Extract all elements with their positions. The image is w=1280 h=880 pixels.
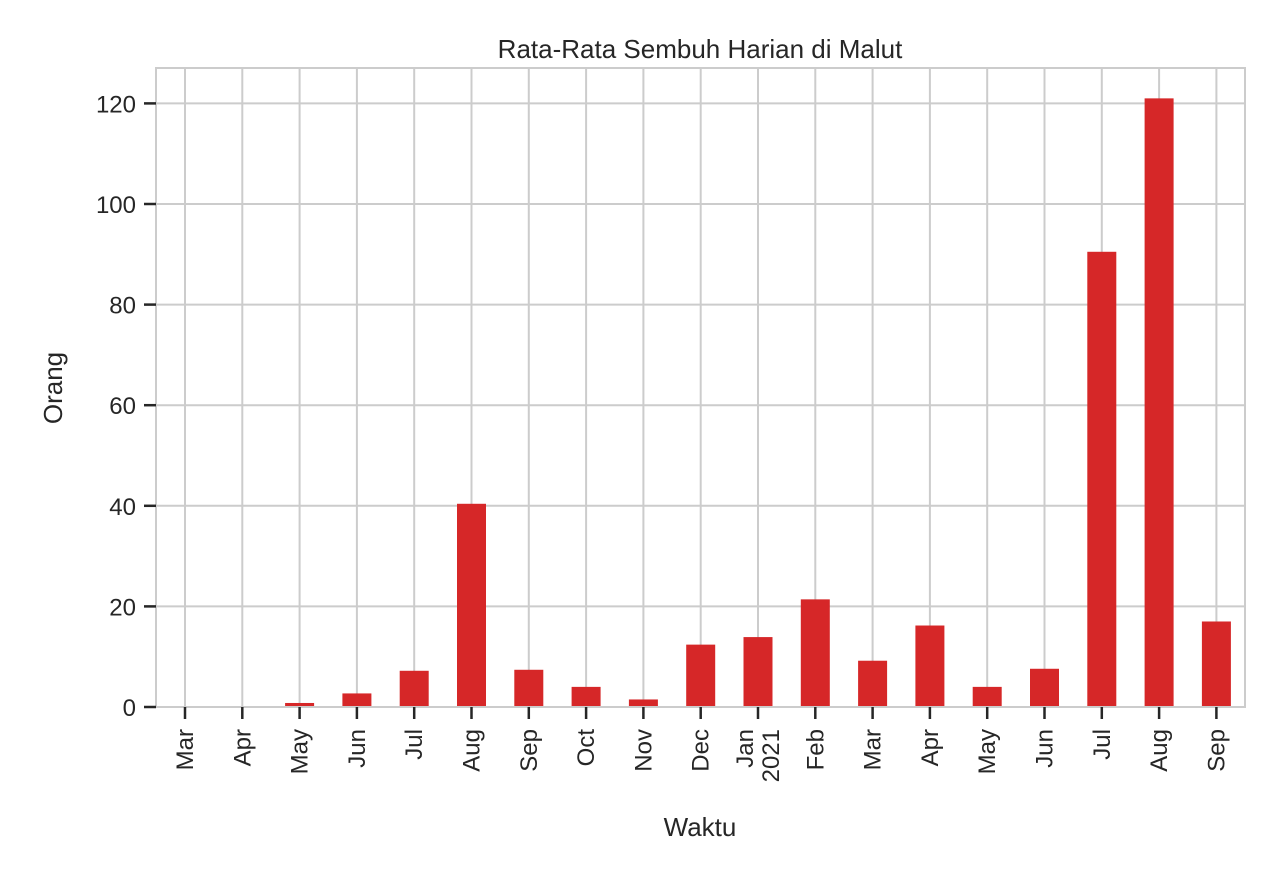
y-tick-label: 100: [96, 192, 136, 219]
x-axis-label: Waktu: [664, 812, 737, 842]
x-tick-label-line: Nov: [630, 729, 657, 772]
x-tick-label-line: Mar: [860, 729, 887, 770]
x-tick-label: Jan 2021: [732, 729, 785, 782]
bar: [285, 702, 315, 707]
x-tick-label-line: Apr: [917, 729, 944, 766]
bar: [1201, 621, 1231, 707]
x-tick-label-line: May: [974, 729, 1001, 774]
x-tick-label-line: Jul: [1089, 729, 1116, 760]
x-tick-label: Jun: [344, 729, 371, 768]
bar: [514, 669, 544, 707]
x-tick-label: Sep: [1203, 729, 1230, 772]
bar: [686, 644, 716, 707]
x-tick-label-line: Jul: [401, 729, 428, 760]
x-tick-label-line: Jun: [1032, 729, 1059, 768]
x-tick-label-line: May: [287, 729, 314, 774]
bars-layer: [285, 98, 1231, 708]
x-tick-label: Jul: [1089, 729, 1116, 760]
x-tick-label: Aug: [459, 729, 486, 772]
bar: [972, 686, 1002, 707]
y-axis-label: Orang: [38, 352, 68, 424]
x-tick-label: Oct: [573, 729, 600, 767]
bar: [571, 686, 601, 707]
labels-layer: 0 20 40 60 80 100 120 Mar Apr May Jun Jul Aug Sep Oct N…: [96, 91, 1230, 782]
x-tick-label: Apr: [917, 729, 944, 766]
bar: [1030, 668, 1059, 707]
bar: [858, 660, 888, 707]
x-tick-label: Aug: [1146, 729, 1173, 772]
x-tick-label: Mar: [172, 729, 199, 770]
x-tick-label: May: [974, 729, 1001, 774]
x-tick-label-line: Sep: [1203, 729, 1230, 772]
y-tick-label: 20: [109, 594, 136, 621]
x-tick-label-line: Jan: [732, 729, 759, 768]
x-tick-label-line: Oct: [573, 729, 600, 767]
bar: [628, 699, 658, 707]
x-tick-label-line: Sep: [516, 729, 543, 772]
bar: [915, 625, 945, 707]
y-tick-label: 60: [109, 393, 136, 420]
bar: [342, 693, 372, 707]
x-tick-label-line: Mar: [172, 729, 199, 770]
bar: [399, 670, 429, 707]
bar: [800, 599, 830, 707]
y-tick-label: 80: [109, 293, 136, 320]
y-tick-label: 120: [96, 91, 136, 118]
x-tick-label-line: Dec: [688, 729, 715, 772]
x-tick-label: Jul: [401, 729, 428, 760]
x-tick-label: May: [287, 729, 314, 774]
x-tick-label-line: Jun: [344, 729, 371, 768]
x-tick-label-line: 2021: [758, 729, 785, 782]
chart-title: Rata-Rata Sembuh Harian di Malut: [498, 34, 903, 64]
x-tick-label: Dec: [688, 729, 715, 772]
x-tick-label: Nov: [630, 729, 657, 772]
x-tick-label: Jun: [1032, 729, 1059, 768]
y-tick-label: 0: [123, 695, 136, 722]
y-tick-label: 40: [109, 494, 136, 521]
bar: [457, 503, 486, 707]
x-tick-label-line: Feb: [802, 729, 829, 770]
x-tick-label-line: Aug: [459, 729, 486, 772]
x-tick-label-line: Apr: [229, 729, 256, 766]
grid-layer: [156, 68, 1245, 708]
x-tick-label: Apr: [229, 729, 256, 766]
x-tick-label-line: Aug: [1146, 729, 1173, 772]
x-tick-label: Mar: [860, 729, 887, 770]
bar: [743, 637, 773, 707]
x-tick-label: Sep: [516, 729, 543, 772]
x-tick-label: Feb: [802, 729, 829, 770]
bar: [1087, 251, 1117, 707]
ticks-layer: [144, 102, 1218, 719]
bar: [1144, 98, 1174, 708]
